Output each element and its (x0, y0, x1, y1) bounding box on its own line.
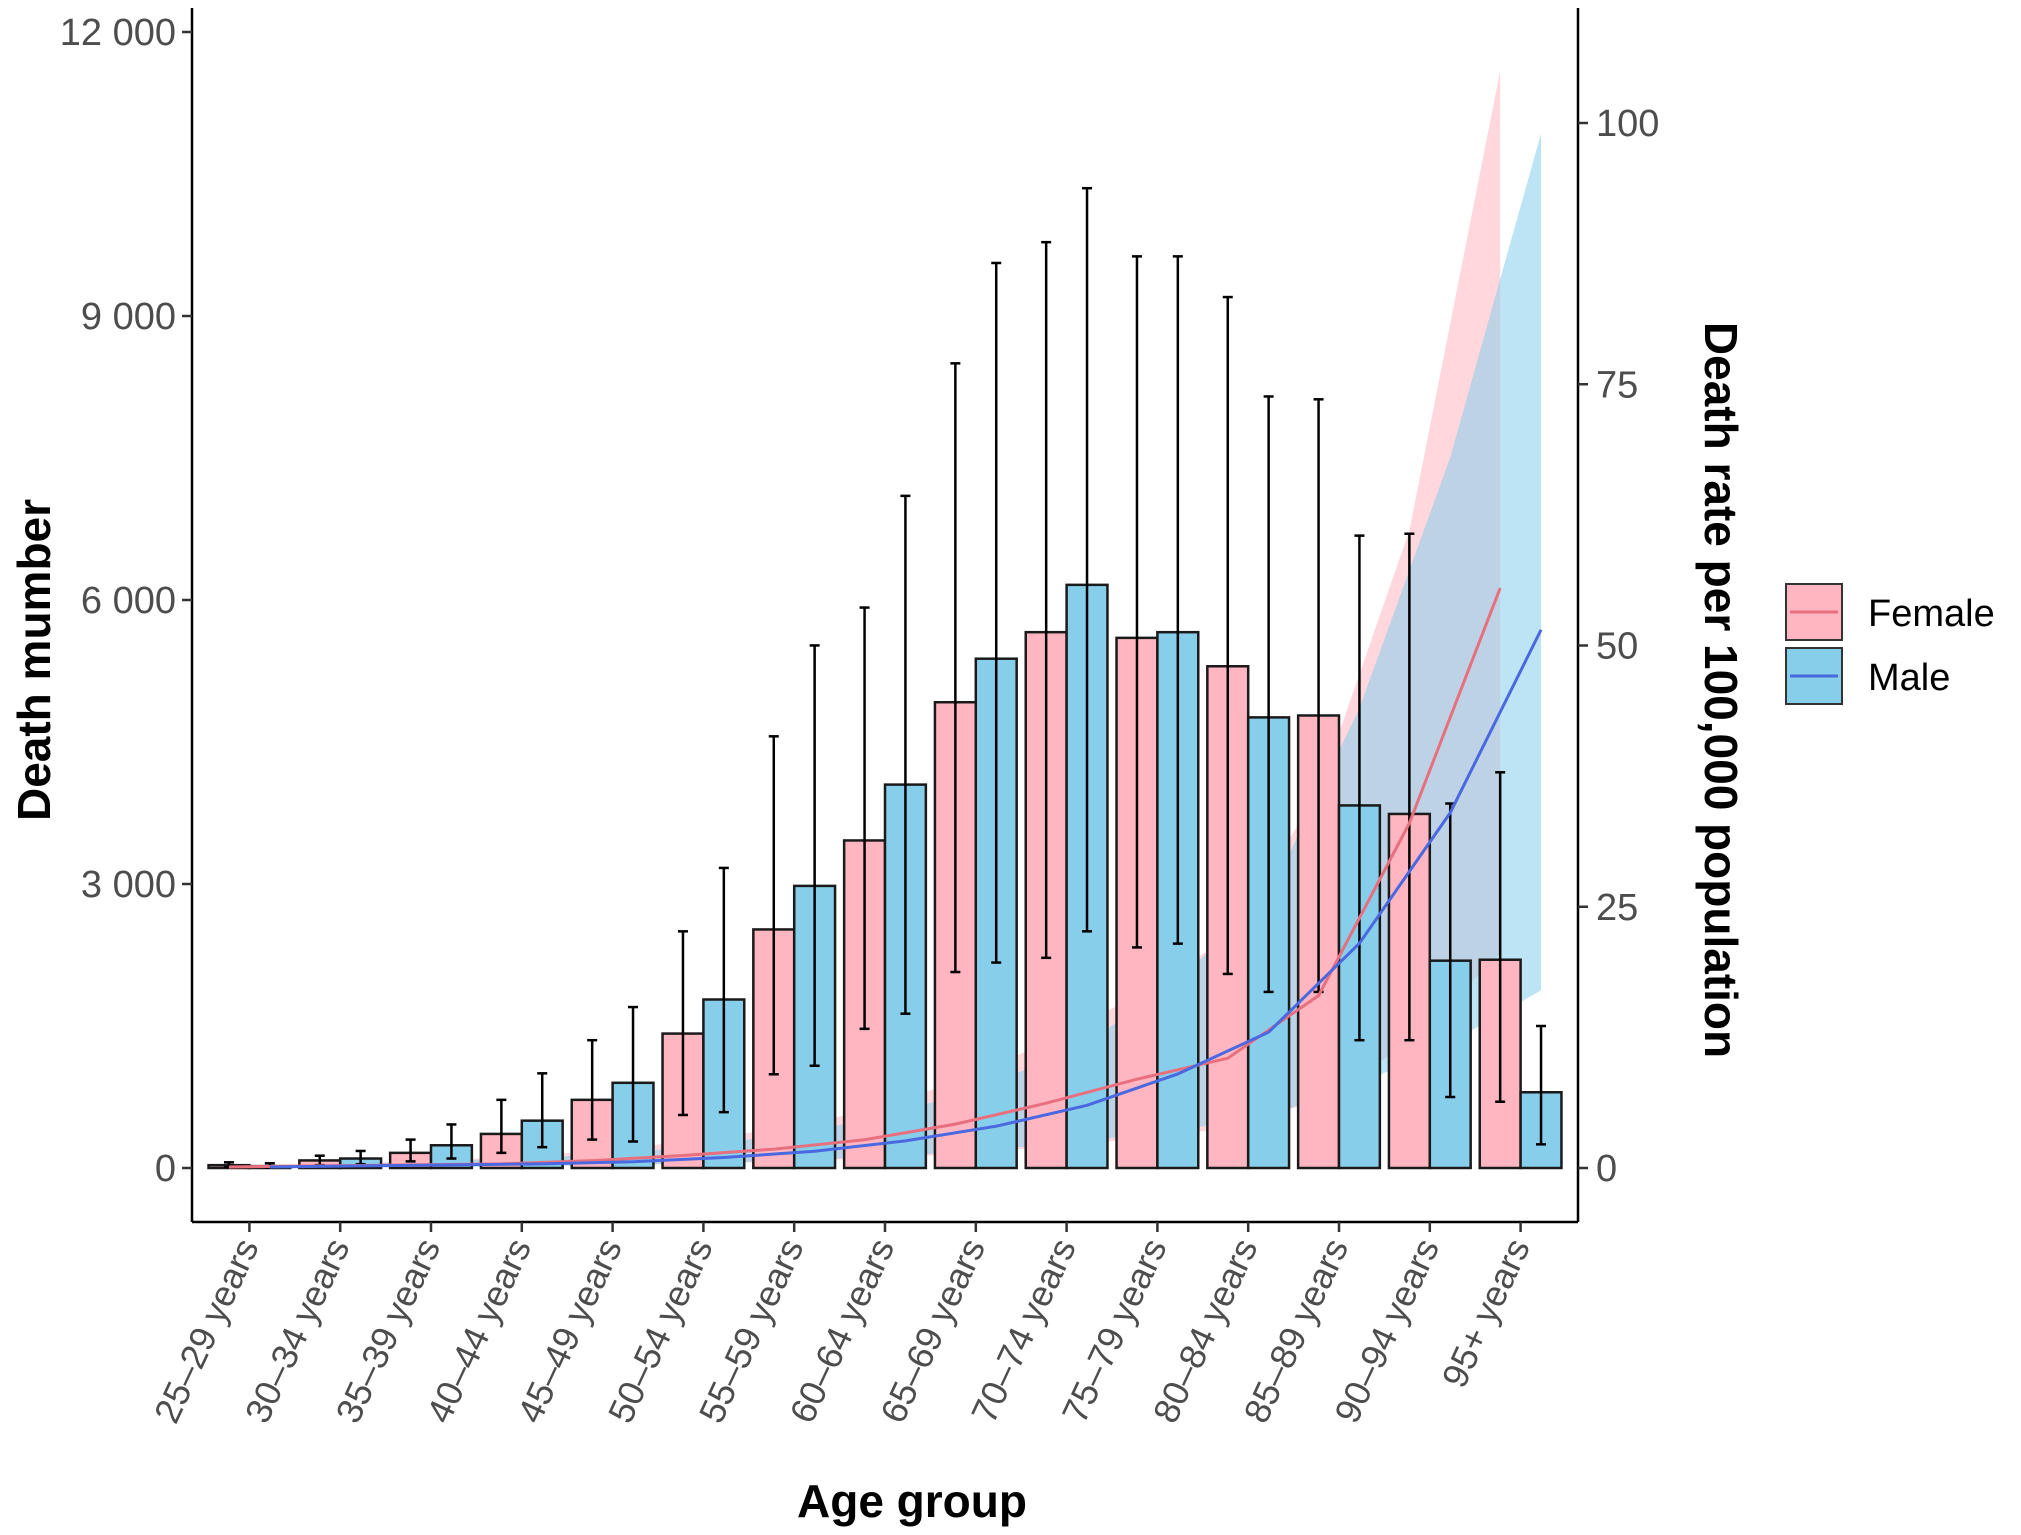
errorbar-male-12 (1354, 534, 1365, 1042)
errorbar-female-14 (1495, 771, 1506, 1103)
rate-lines (228, 587, 1543, 1169)
y-tick-label: 3 000 (81, 864, 176, 906)
y2-tick-label: 25 (1596, 887, 1638, 929)
errorbar-female-13 (1404, 532, 1415, 1042)
errorbar-female-5 (677, 930, 688, 1117)
error-bars (223, 186, 1547, 1169)
y2-axis-title: Death rate per 100,000 population (1695, 322, 1747, 1058)
y2-tick-label: 50 (1596, 626, 1638, 668)
errorbar-male-11 (1263, 395, 1274, 994)
errorbar-female-6 (768, 735, 779, 1076)
errorbar-female-2 (405, 1138, 416, 1163)
y-tick-label: 9 000 (81, 296, 176, 338)
y-axis-title: Death mumber (8, 499, 60, 821)
errorbar-female-10 (1131, 255, 1142, 949)
errorbar-male-10 (1172, 255, 1183, 945)
errorbar-male-3 (537, 1072, 548, 1149)
legend-label: Female (1868, 593, 1995, 635)
x-tick-label: 95+ years (1433, 1232, 1537, 1394)
errorbar-male-5 (718, 866, 729, 1114)
errorbar-female-3 (496, 1098, 507, 1155)
errorbar-male-6 (809, 644, 820, 1068)
errorbar-male-8 (991, 261, 1002, 964)
rate-line-male (269, 629, 1543, 1169)
y-tick-label: 0 (155, 1148, 176, 1190)
errorbar-female-7 (859, 606, 870, 1031)
y-tick-label: 12 000 (60, 12, 176, 54)
errorbar-male-2 (446, 1123, 457, 1160)
legend-item-male: Male (1785, 647, 1950, 705)
legend: Female Male (1785, 583, 1995, 705)
y2-tick-label: 0 (1596, 1148, 1617, 1190)
errorbar-male-4 (628, 1005, 639, 1143)
legend-label: Male (1868, 657, 1950, 699)
x-axis-title: Age group (797, 1475, 1027, 1527)
errorbar-female-11 (1222, 295, 1233, 976)
errorbar-female-8 (950, 362, 961, 974)
y2-tick-label: 75 (1596, 364, 1638, 406)
errorbar-female-9 (1041, 240, 1052, 960)
axes: 0 3 000 6 000 9 000 12 000 0 25 50 75 100 (60, 8, 1659, 1224)
errorbar-male-14 (1536, 1024, 1547, 1146)
errorbar-female-4 (587, 1038, 598, 1141)
y-tick-label: 6 000 (81, 580, 176, 622)
errorbar-male-9 (1082, 186, 1093, 933)
legend-item-female: Female (1785, 583, 1995, 641)
errorbar-male-7 (900, 494, 911, 1015)
y2-tick-label: 100 (1596, 103, 1659, 145)
